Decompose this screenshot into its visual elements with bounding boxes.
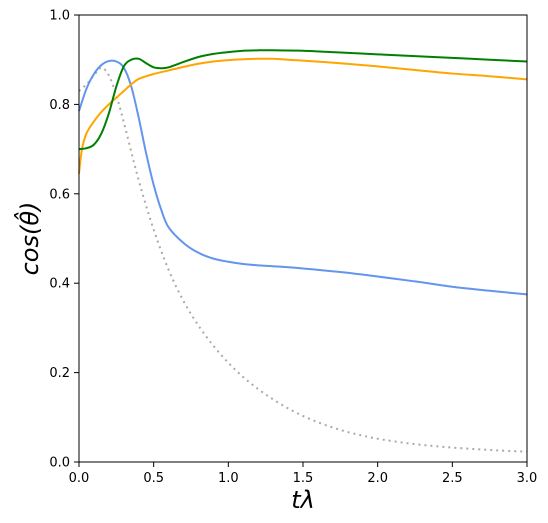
y-tick-label: 1.0: [49, 9, 70, 24]
x-axis-ticks: 0.0 0.5 1.0 1.5 2.0 2.5 3.0: [69, 462, 538, 486]
series-blue-line: [78, 59, 528, 296]
y-tick-label: 0.0: [49, 456, 70, 471]
x-tick-label: 2.0: [367, 471, 388, 486]
y-tick-label: 0.6: [49, 187, 70, 202]
x-axis-label: tλ: [291, 486, 315, 514]
y-axis-label: cos(θ̂): [14, 202, 44, 276]
y-tick-label: 0.2: [49, 366, 70, 381]
x-tick-label: 0.5: [143, 471, 164, 486]
series-layer: [78, 49, 528, 453]
plot-frame: [78, 14, 528, 463]
y-tick-label: 0.8: [49, 98, 70, 113]
series-orange-line: [78, 57, 528, 174]
x-tick-label: 0.0: [69, 471, 90, 486]
series-green-line: [78, 49, 528, 151]
series-dotted-reference-line: [78, 66, 528, 453]
x-tick-label: 1.0: [218, 471, 239, 486]
x-tick-label: 1.5: [293, 471, 314, 486]
x-tick-label: 2.5: [442, 471, 463, 486]
y-tick-label: 0.4: [49, 277, 70, 292]
x-tick-label: 3.0: [517, 471, 538, 486]
y-axis-ticks: 0.0 0.2 0.4 0.6 0.8 1.0: [49, 9, 79, 471]
